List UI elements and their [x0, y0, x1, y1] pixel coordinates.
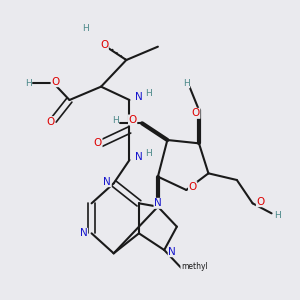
Text: O: O	[128, 115, 137, 125]
Text: O: O	[188, 182, 197, 192]
Text: H: H	[145, 149, 152, 158]
Text: O: O	[51, 77, 59, 87]
Text: O: O	[94, 138, 102, 148]
Text: H: H	[145, 89, 152, 98]
Text: H: H	[112, 116, 119, 124]
Text: N: N	[135, 92, 143, 102]
Text: methyl: methyl	[181, 262, 208, 271]
Text: N: N	[80, 228, 88, 238]
Text: H: H	[82, 24, 88, 33]
Text: O: O	[100, 40, 108, 50]
Text: N: N	[154, 198, 162, 208]
Text: O: O	[256, 197, 265, 207]
Text: N: N	[103, 177, 111, 187]
Text: N: N	[135, 152, 143, 162]
Text: O: O	[46, 117, 55, 127]
Text: O: O	[192, 108, 200, 118]
Text: N: N	[168, 247, 176, 257]
Text: H: H	[25, 79, 32, 88]
Text: H: H	[183, 79, 190, 88]
Text: H: H	[274, 211, 281, 220]
